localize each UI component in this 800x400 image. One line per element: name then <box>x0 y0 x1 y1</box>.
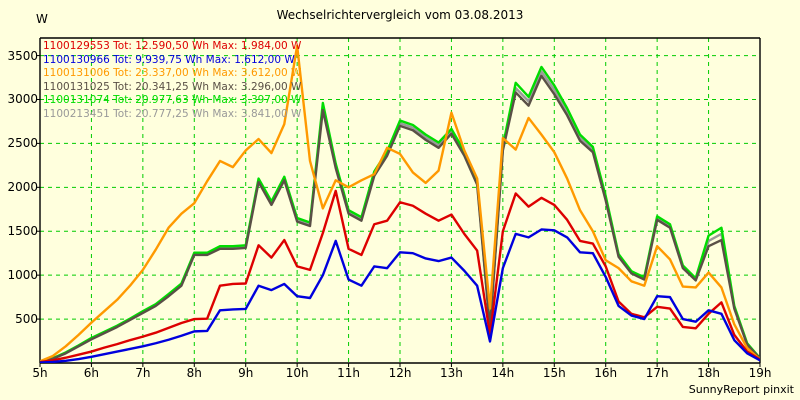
series-line-1100129553 <box>40 189 760 363</box>
series-line-1100130966 <box>40 228 760 363</box>
series-lines <box>40 44 760 363</box>
y-axis-tick-label: 2500 <box>7 136 38 151</box>
y-axis-tick-label: 3500 <box>7 48 38 63</box>
x-axis-tick-label: 6h <box>83 366 100 380</box>
x-axis-tick-label: 15h <box>542 366 566 380</box>
x-axis-tick-label: 5h <box>32 366 48 380</box>
x-axis-tick-label: 18h <box>697 366 720 380</box>
x-axis-tick-label: 16h <box>594 366 618 380</box>
y-axis-tick-label: 3000 <box>7 92 38 107</box>
x-axis-tick-label: 14h <box>491 366 515 380</box>
x-axis-tick-label: 8h <box>186 366 202 380</box>
gridlines <box>40 38 761 363</box>
y-axis-tick-label: 1000 <box>7 268 38 283</box>
y-axis-tick-label: 1500 <box>7 224 38 239</box>
plot-frame <box>36 37 761 367</box>
y-axis-tick-label: 2000 <box>7 180 38 195</box>
y-axis-tick-label: 500 <box>15 312 38 327</box>
x-axis-tick-label: 7h <box>135 366 151 380</box>
x-axis-tick-label: 13h <box>439 366 463 380</box>
chart-title: Wechselrichtervergleich vom 03.08.2013 <box>276 8 524 22</box>
x-axis-tick-label: 10h <box>285 366 309 380</box>
x-axis-tick-label: 12h <box>388 366 412 380</box>
footer-credit: SunnyReport pinxit <box>688 383 794 396</box>
x-axis-tick-label: 9h <box>238 366 254 380</box>
x-axis-tick-label: 17h <box>645 366 669 380</box>
x-axis-tick-label: 19h <box>748 366 772 380</box>
series-line-1100131006 <box>40 44 760 363</box>
y-axis-tick-labels: 500 1000 1500 2000 2500 3000 3500 <box>0 0 38 400</box>
series-line-1100131074 <box>40 65 760 363</box>
x-axis-tick-label: 11h <box>337 366 360 380</box>
y-axis-unit-label: W <box>36 12 48 26</box>
series-line-1100131025 <box>40 74 760 363</box>
